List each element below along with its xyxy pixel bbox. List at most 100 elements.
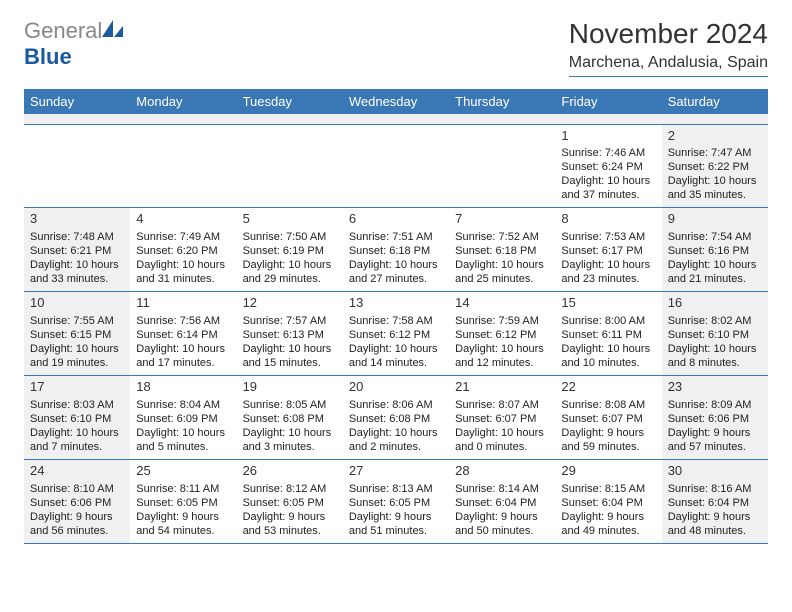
day-cell: 21Sunrise: 8:07 AMSunset: 6:07 PMDayligh… xyxy=(449,376,555,460)
sunrise-text: Sunrise: 8:08 AM xyxy=(561,398,655,412)
daylight-text: Daylight: 10 hours and 29 minutes. xyxy=(243,258,337,286)
sunset-text: Sunset: 6:16 PM xyxy=(668,244,762,258)
sunrise-text: Sunrise: 7:46 AM xyxy=(561,146,655,160)
sunrise-text: Sunrise: 8:10 AM xyxy=(30,482,124,496)
day-number: 30 xyxy=(668,463,762,480)
sunset-text: Sunset: 6:12 PM xyxy=(455,328,549,342)
weekday-header: Saturday xyxy=(662,89,768,114)
sunset-text: Sunset: 6:21 PM xyxy=(30,244,124,258)
day-cell: 12Sunrise: 7:57 AMSunset: 6:13 PMDayligh… xyxy=(237,292,343,376)
sunset-text: Sunset: 6:22 PM xyxy=(668,160,762,174)
calendar-week: 1Sunrise: 7:46 AMSunset: 6:24 PMDaylight… xyxy=(24,124,768,208)
sunset-text: Sunset: 6:04 PM xyxy=(668,496,762,510)
day-cell: 11Sunrise: 7:56 AMSunset: 6:14 PMDayligh… xyxy=(130,292,236,376)
day-cell: 19Sunrise: 8:05 AMSunset: 6:08 PMDayligh… xyxy=(237,376,343,460)
day-number: 7 xyxy=(455,211,549,228)
daylight-text: Daylight: 10 hours and 35 minutes. xyxy=(668,174,762,202)
day-number: 17 xyxy=(30,379,124,396)
brand-logo: General Blue xyxy=(24,18,124,70)
daylight-text: Daylight: 10 hours and 0 minutes. xyxy=(455,426,549,454)
day-number: 5 xyxy=(243,211,337,228)
empty-cell xyxy=(449,124,555,208)
day-number: 10 xyxy=(30,295,124,312)
daylight-text: Daylight: 9 hours and 50 minutes. xyxy=(455,510,549,538)
day-cell: 22Sunrise: 8:08 AMSunset: 6:07 PMDayligh… xyxy=(555,376,661,460)
sunset-text: Sunset: 6:10 PM xyxy=(30,412,124,426)
weekday-header: Tuesday xyxy=(237,89,343,114)
day-cell: 15Sunrise: 8:00 AMSunset: 6:11 PMDayligh… xyxy=(555,292,661,376)
sunset-text: Sunset: 6:11 PM xyxy=(561,328,655,342)
day-cell: 4Sunrise: 7:49 AMSunset: 6:20 PMDaylight… xyxy=(130,208,236,292)
sunset-text: Sunset: 6:04 PM xyxy=(561,496,655,510)
day-number: 29 xyxy=(561,463,655,480)
day-cell: 24Sunrise: 8:10 AMSunset: 6:06 PMDayligh… xyxy=(24,460,130,544)
day-cell: 28Sunrise: 8:14 AMSunset: 6:04 PMDayligh… xyxy=(449,460,555,544)
day-cell: 17Sunrise: 8:03 AMSunset: 6:10 PMDayligh… xyxy=(24,376,130,460)
sunset-text: Sunset: 6:06 PM xyxy=(30,496,124,510)
daylight-text: Daylight: 10 hours and 2 minutes. xyxy=(349,426,443,454)
page-header: General Blue November 2024 Marchena, And… xyxy=(24,18,768,77)
sunrise-text: Sunrise: 7:51 AM xyxy=(349,230,443,244)
daylight-text: Daylight: 10 hours and 14 minutes. xyxy=(349,342,443,370)
day-cell: 30Sunrise: 8:16 AMSunset: 6:04 PMDayligh… xyxy=(662,460,768,544)
title-block: November 2024 Marchena, Andalusia, Spain xyxy=(569,18,768,77)
daylight-text: Daylight: 10 hours and 5 minutes. xyxy=(136,426,230,454)
daylight-text: Daylight: 9 hours and 53 minutes. xyxy=(243,510,337,538)
daylight-text: Daylight: 9 hours and 59 minutes. xyxy=(561,426,655,454)
day-cell: 23Sunrise: 8:09 AMSunset: 6:06 PMDayligh… xyxy=(662,376,768,460)
day-number: 1 xyxy=(561,128,655,145)
day-number: 14 xyxy=(455,295,549,312)
sunset-text: Sunset: 6:18 PM xyxy=(455,244,549,258)
sunset-text: Sunset: 6:05 PM xyxy=(349,496,443,510)
day-number: 22 xyxy=(561,379,655,396)
day-number: 2 xyxy=(668,128,762,145)
day-number: 8 xyxy=(561,211,655,228)
sunset-text: Sunset: 6:05 PM xyxy=(136,496,230,510)
day-number: 4 xyxy=(136,211,230,228)
sunset-text: Sunset: 6:07 PM xyxy=(455,412,549,426)
daylight-text: Daylight: 10 hours and 7 minutes. xyxy=(30,426,124,454)
sunrise-text: Sunrise: 7:57 AM xyxy=(243,314,337,328)
calendar-page: General Blue November 2024 Marchena, And… xyxy=(0,0,792,554)
sunrise-text: Sunrise: 7:54 AM xyxy=(668,230,762,244)
daylight-text: Daylight: 9 hours and 49 minutes. xyxy=(561,510,655,538)
day-cell: 27Sunrise: 8:13 AMSunset: 6:05 PMDayligh… xyxy=(343,460,449,544)
sail-icon xyxy=(102,18,124,44)
weekday-header: Monday xyxy=(130,89,236,114)
daylight-text: Daylight: 10 hours and 3 minutes. xyxy=(243,426,337,454)
title-underline xyxy=(569,76,768,77)
sunrise-text: Sunrise: 8:14 AM xyxy=(455,482,549,496)
day-number: 26 xyxy=(243,463,337,480)
day-cell: 7Sunrise: 7:52 AMSunset: 6:18 PMDaylight… xyxy=(449,208,555,292)
daylight-text: Daylight: 9 hours and 48 minutes. xyxy=(668,510,762,538)
day-number: 25 xyxy=(136,463,230,480)
day-cell: 6Sunrise: 7:51 AMSunset: 6:18 PMDaylight… xyxy=(343,208,449,292)
sunrise-text: Sunrise: 8:02 AM xyxy=(668,314,762,328)
sunrise-text: Sunrise: 8:05 AM xyxy=(243,398,337,412)
day-number: 12 xyxy=(243,295,337,312)
daylight-text: Daylight: 10 hours and 37 minutes. xyxy=(561,174,655,202)
sunrise-text: Sunrise: 7:56 AM xyxy=(136,314,230,328)
daylight-text: Daylight: 10 hours and 15 minutes. xyxy=(243,342,337,370)
day-cell: 18Sunrise: 8:04 AMSunset: 6:09 PMDayligh… xyxy=(130,376,236,460)
day-number: 19 xyxy=(243,379,337,396)
calendar-week: 3Sunrise: 7:48 AMSunset: 6:21 PMDaylight… xyxy=(24,208,768,292)
empty-cell xyxy=(24,124,130,208)
sunrise-text: Sunrise: 7:47 AM xyxy=(668,146,762,160)
weekday-header: Wednesday xyxy=(343,89,449,114)
day-number: 24 xyxy=(30,463,124,480)
calendar-week: 17Sunrise: 8:03 AMSunset: 6:10 PMDayligh… xyxy=(24,376,768,460)
daylight-text: Daylight: 9 hours and 51 minutes. xyxy=(349,510,443,538)
sunrise-text: Sunrise: 7:48 AM xyxy=(30,230,124,244)
daylight-text: Daylight: 10 hours and 27 minutes. xyxy=(349,258,443,286)
sunrise-text: Sunrise: 7:52 AM xyxy=(455,230,549,244)
day-number: 6 xyxy=(349,211,443,228)
day-number: 13 xyxy=(349,295,443,312)
daylight-text: Daylight: 9 hours and 57 minutes. xyxy=(668,426,762,454)
daylight-text: Daylight: 9 hours and 54 minutes. xyxy=(136,510,230,538)
day-cell: 29Sunrise: 8:15 AMSunset: 6:04 PMDayligh… xyxy=(555,460,661,544)
day-number: 15 xyxy=(561,295,655,312)
brand-text: General Blue xyxy=(24,18,124,70)
sunset-text: Sunset: 6:24 PM xyxy=(561,160,655,174)
day-number: 16 xyxy=(668,295,762,312)
